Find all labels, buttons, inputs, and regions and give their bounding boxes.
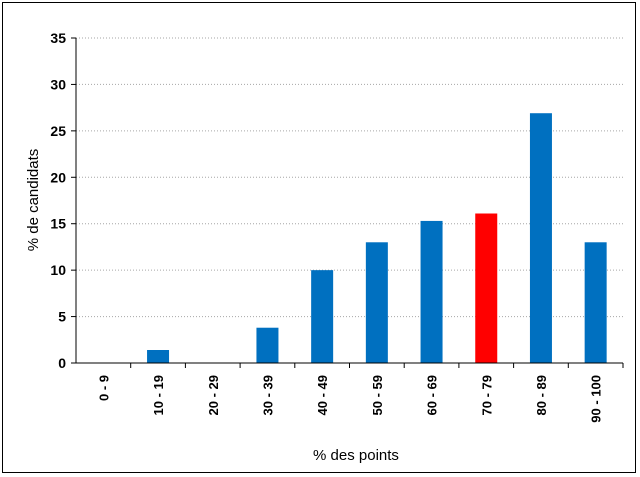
x-axis-title: % des points [313, 447, 399, 464]
x-tick-label: 50 - 59 [370, 375, 385, 415]
y-tick-label: 25 [50, 123, 66, 139]
y-tick-label: 5 [58, 309, 66, 325]
bar [311, 270, 334, 363]
bar [365, 242, 388, 363]
y-tick-label: 35 [50, 30, 66, 46]
gridlines [76, 37, 623, 318]
x-tick-label: 90 - 100 [589, 375, 604, 423]
bar [584, 242, 607, 363]
y-tick-label: 15 [50, 216, 66, 232]
x-tick-label: 40 - 49 [315, 375, 330, 415]
bars [147, 113, 607, 363]
x-tick-label: 30 - 39 [260, 375, 275, 415]
bar [420, 220, 443, 363]
y-tick-labels: 0 5 10 15 20 25 30 35 [50, 30, 66, 371]
bar [529, 113, 552, 363]
y-axis-title: % de candidats [25, 149, 42, 252]
x-tick-label: 70 - 79 [479, 375, 494, 415]
y-tick-label: 30 [50, 76, 66, 92]
y-tick-label: 20 [50, 169, 66, 185]
x-tick-label: 20 - 29 [206, 375, 221, 415]
bar [256, 327, 279, 363]
x-tick-label: 10 - 19 [151, 375, 166, 415]
y-tick-label: 10 [50, 262, 66, 278]
y-tick-label: 0 [58, 355, 66, 371]
bar [147, 350, 170, 363]
x-tick-labels: 0 - 9 10 - 19 20 - 29 30 - 39 40 - 49 50 - 59… [96, 375, 603, 423]
x-tick-label: 60 - 69 [425, 375, 440, 415]
axes [71, 37, 624, 368]
x-tick-label: 80 - 89 [534, 375, 549, 415]
x-tick-label: 0 - 9 [96, 375, 111, 401]
bar [475, 213, 498, 363]
